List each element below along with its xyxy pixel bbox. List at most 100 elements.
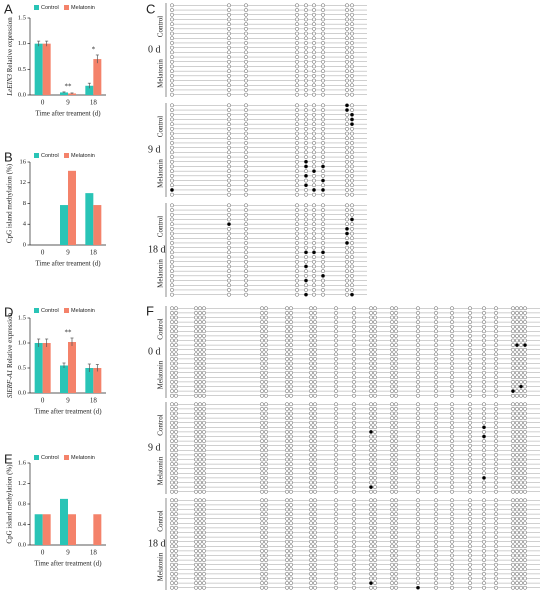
cpg-unmethylated — [394, 585, 398, 590]
cpg-unmethylated — [352, 448, 356, 453]
cpg-unmethylated — [285, 338, 289, 343]
cpg-unmethylated — [202, 425, 206, 430]
cpg-unmethylated — [170, 55, 174, 59]
cpg-unmethylated — [321, 231, 325, 236]
cpg-unmethylated — [468, 420, 472, 425]
cpg-unmethylated — [313, 457, 317, 462]
cpg-unmethylated — [285, 393, 289, 398]
cpg-unmethylated — [523, 384, 527, 389]
cpg-unmethylated — [373, 329, 377, 334]
cpg-unmethylated — [289, 356, 293, 361]
cpg-unmethylated — [416, 544, 420, 549]
cpg-unmethylated — [523, 425, 527, 430]
cpg-unmethylated — [345, 141, 349, 145]
cpg-unmethylated — [373, 475, 377, 480]
cpg-unmethylated — [373, 333, 377, 338]
cpg-unmethylated — [390, 558, 394, 562]
cpg-unmethylated — [334, 361, 338, 366]
cpg-unmethylated — [334, 347, 338, 352]
cpg-unmethylated — [170, 41, 174, 45]
cpg-unmethylated — [450, 443, 454, 448]
cpg-unmethylated — [198, 572, 202, 576]
cpg-unmethylated — [202, 370, 206, 375]
cpg-unmethylated — [350, 226, 354, 231]
cpg-unmethylated — [519, 572, 523, 576]
cpg-unmethylated — [312, 226, 316, 231]
cpg-unmethylated — [289, 485, 293, 489]
cpg-unmethylated — [416, 310, 420, 315]
cpg-unmethylated — [227, 188, 231, 192]
cpg-unmethylated — [394, 324, 398, 329]
panel-letter: C — [146, 1, 155, 16]
cpg-unmethylated — [394, 530, 398, 535]
y-tick-label: 1.5 — [18, 314, 26, 321]
cpg-unmethylated — [373, 572, 377, 576]
cpg-unmethylated — [170, 475, 174, 480]
cpg-unmethylated — [482, 402, 486, 407]
cpg-unmethylated — [312, 45, 316, 50]
cpg-unmethylated — [295, 131, 299, 136]
cpg-unmethylated — [260, 375, 264, 380]
cpg-unmethylated — [170, 50, 174, 55]
cpg-unmethylated — [511, 306, 515, 311]
cpg-unmethylated — [285, 553, 289, 558]
cpg-unmethylated — [352, 558, 356, 562]
cpg-unmethylated — [198, 310, 202, 315]
cpg-unmethylated — [334, 562, 338, 567]
cpg-unmethylated — [515, 384, 519, 389]
cpg-unmethylated — [309, 439, 313, 443]
cpg-unmethylated — [434, 549, 438, 553]
cpg-unmethylated — [394, 379, 398, 384]
cpg-unmethylated — [468, 544, 472, 549]
cpg-unmethylated — [511, 572, 515, 576]
cpg-unmethylated — [227, 212, 231, 217]
cpg-unmethylated — [198, 581, 202, 585]
cpg-unmethylated — [227, 126, 231, 131]
cpg-unmethylated — [264, 471, 268, 476]
cpg-unmethylated — [198, 471, 202, 476]
cpg-unmethylated — [352, 329, 356, 334]
cpg-unmethylated — [390, 352, 394, 357]
cpg-unmethylated — [289, 389, 293, 393]
cpg-unmethylated — [511, 329, 515, 334]
cpg-unmethylated — [174, 343, 178, 347]
cpg-unmethylated — [312, 183, 316, 188]
cpg-unmethylated — [194, 333, 198, 338]
cpg-unmethylated — [482, 462, 486, 466]
y-tick-label: 0.4 — [18, 521, 27, 528]
cpg-unmethylated — [227, 12, 231, 17]
cpg-unmethylated — [244, 69, 248, 74]
cpg-unmethylated — [295, 288, 299, 292]
cpg-unmethylated — [170, 562, 174, 567]
x-tick-label: 18 — [90, 549, 98, 557]
y-axis-label: CpG island methylation (%) — [6, 163, 14, 243]
cpg-unmethylated — [227, 241, 231, 245]
cpg-unmethylated — [468, 553, 472, 558]
cpg-unmethylated — [194, 480, 198, 485]
cpg-unmethylated — [519, 393, 523, 398]
y-tick-label: 0.0 — [18, 91, 26, 98]
cpg-unmethylated — [482, 420, 486, 425]
cpg-unmethylated — [295, 283, 299, 288]
cpg-unmethylated — [313, 489, 317, 494]
cpg-unmethylated — [244, 292, 248, 297]
cpg-methylated — [227, 222, 231, 227]
cpg-unmethylated — [468, 393, 472, 398]
cpg-unmethylated — [264, 343, 268, 347]
cpg-unmethylated — [519, 429, 523, 434]
cpg-unmethylated — [194, 475, 198, 480]
cpg-methylated — [369, 485, 373, 489]
cpg-unmethylated — [202, 567, 206, 572]
cpg-unmethylated — [295, 217, 299, 222]
y-tick-label: 1.2 — [18, 480, 26, 487]
cpg-unmethylated — [434, 553, 438, 558]
cpg-unmethylated — [202, 480, 206, 485]
cpg-unmethylated — [194, 457, 198, 462]
cpg-unmethylated — [202, 512, 206, 516]
cpg-unmethylated — [170, 393, 174, 398]
cpg-unmethylated — [434, 384, 438, 389]
cpg-unmethylated — [373, 457, 377, 462]
cpg-unmethylated — [511, 406, 515, 411]
cpg-unmethylated — [494, 411, 498, 416]
cpg-unmethylated — [394, 416, 398, 420]
